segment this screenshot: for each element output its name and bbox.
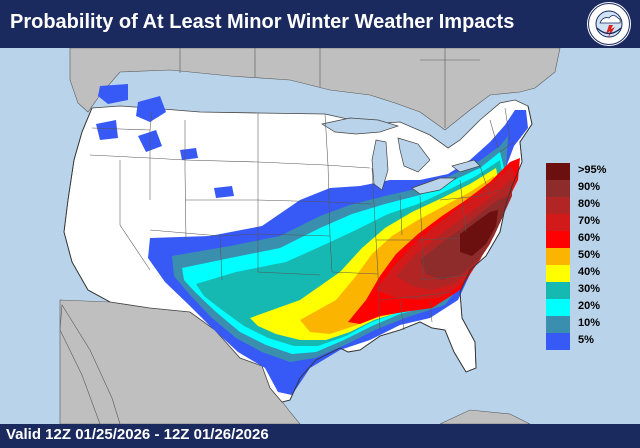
legend-label: 10%	[578, 317, 601, 329]
legend-swatch	[546, 197, 570, 214]
legend-item: 70%	[546, 214, 608, 231]
legend-swatch	[546, 316, 570, 333]
legend-swatch	[546, 180, 570, 197]
legend-label: 40%	[578, 266, 601, 278]
legend-swatch	[546, 265, 570, 282]
prob-blob-id	[136, 96, 166, 122]
caribbean-islands	[439, 409, 531, 424]
valid-period: Valid 12Z 01/25/2026 - 12Z 01/26/2026	[6, 426, 269, 443]
legend-label: 60%	[578, 232, 601, 244]
legend-swatch	[546, 214, 570, 231]
legend-swatch	[546, 299, 570, 316]
probability-map	[0, 48, 640, 424]
legend-swatch	[546, 231, 570, 248]
legend-item: 40%	[546, 265, 608, 282]
lake-erie	[411, 177, 458, 195]
legend-label: 30%	[578, 283, 601, 295]
baja-peninsula	[59, 304, 121, 424]
canada-province-lines	[179, 48, 480, 128]
prob-95	[460, 210, 498, 256]
legend-label: 90%	[578, 181, 601, 193]
legend-label: 70%	[578, 215, 601, 227]
legend-item: >95%	[546, 163, 608, 180]
prob-blob-wa	[98, 84, 128, 104]
legend-item: 10%	[546, 316, 608, 333]
legend-item: 20%	[546, 299, 608, 316]
legend-item: 60%	[546, 231, 608, 248]
us-coastline	[63, 105, 533, 403]
map-title: Probability of At Least Minor Winter Wea…	[10, 11, 515, 33]
prob-blob-co	[214, 186, 234, 198]
great-lakes	[321, 117, 481, 195]
legend-item: 50%	[546, 248, 608, 265]
lake-michigan	[371, 139, 389, 191]
legend-item: 30%	[546, 282, 608, 299]
legend-label: 80%	[578, 198, 601, 210]
state-boundaries	[89, 107, 515, 331]
lake-huron	[397, 137, 431, 173]
legend-item: 90%	[546, 180, 608, 197]
legend-label: 20%	[578, 300, 601, 312]
legend-label: 50%	[578, 249, 601, 261]
legend-swatch	[546, 333, 570, 350]
legend-item: 80%	[546, 197, 608, 214]
nws-logo-icon	[587, 2, 631, 46]
legend-swatch	[546, 282, 570, 299]
legend: >95% 90% 80% 70% 60% 50% 40% 30% 20% 10% 5%	[546, 163, 608, 350]
title-bar: Probability of At Least Minor Winter Wea…	[0, 0, 640, 48]
legend-label: >95%	[578, 164, 607, 176]
canada-landmass	[69, 48, 561, 131]
legend-label: 5%	[578, 334, 594, 346]
footer-bar: Valid 12Z 01/25/2026 - 12Z 01/26/2026	[0, 424, 640, 448]
lake-superior	[321, 117, 400, 135]
legend-swatch	[546, 163, 570, 180]
legend-swatch	[546, 248, 570, 265]
prob-blob-wy	[180, 148, 198, 160]
prob-blob-or	[96, 120, 118, 140]
legend-item: 5%	[546, 333, 608, 350]
